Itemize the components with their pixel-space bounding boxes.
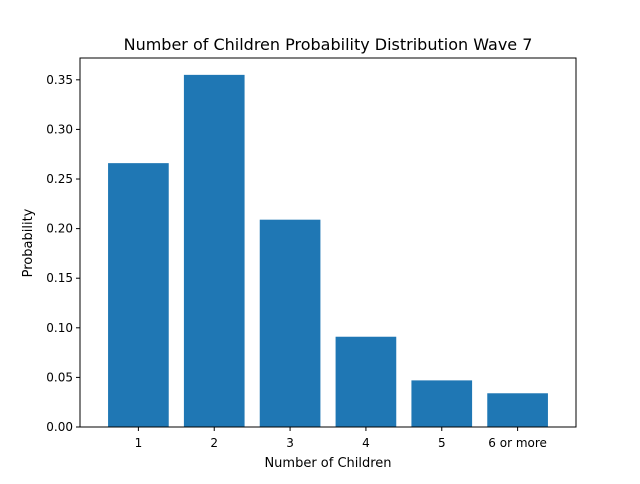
y-tick-label: 0.35 bbox=[46, 73, 73, 87]
y-tick-label: 0.20 bbox=[46, 222, 73, 236]
x-tick-label: 1 bbox=[135, 436, 143, 450]
y-axis-ticks: 0.00 0.05 0.10 0.15 0.20 0.25 0.30 0.35 bbox=[46, 73, 80, 434]
y-tick-label: 0.15 bbox=[46, 271, 73, 285]
bar-5 bbox=[411, 380, 473, 427]
bars-layer bbox=[108, 74, 548, 428]
y-tick-label: 0.25 bbox=[46, 172, 73, 186]
x-tick-label: 5 bbox=[438, 436, 446, 450]
plot-frame bbox=[79, 57, 577, 428]
y-tick-label: 0.30 bbox=[46, 122, 73, 136]
bar-6 bbox=[487, 393, 548, 427]
x-tick-label: 2 bbox=[210, 436, 218, 450]
x-axis-ticks: 1 2 3 4 5 6 or more bbox=[135, 427, 547, 450]
bar-1 bbox=[108, 163, 169, 428]
x-tick-label: 6 or more bbox=[488, 436, 547, 450]
y-tick-label: 0.10 bbox=[46, 321, 73, 335]
bar-3 bbox=[259, 219, 321, 427]
x-tick-label: 3 bbox=[286, 436, 294, 450]
y-axis-label: Probability bbox=[21, 208, 36, 277]
y-tick-label: 0.05 bbox=[46, 370, 73, 384]
y-tick-label: 0.00 bbox=[46, 420, 73, 434]
x-axis-label: Number of Children bbox=[264, 456, 391, 471]
chart-title: Number of Children Probability Distribut… bbox=[124, 35, 533, 54]
bar-2 bbox=[183, 74, 245, 427]
x-tick-label: 4 bbox=[362, 436, 370, 450]
bar-4 bbox=[335, 336, 397, 427]
